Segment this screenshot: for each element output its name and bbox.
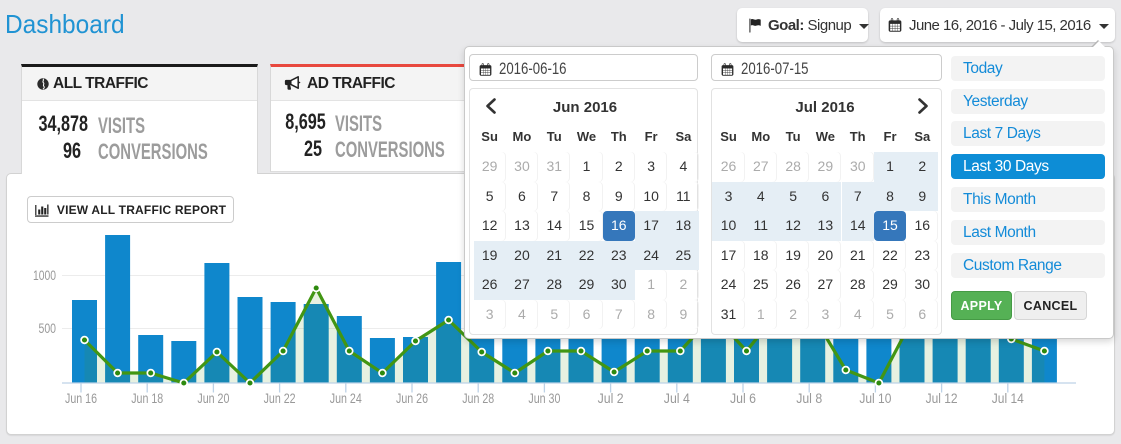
svg-text:Jun 20: Jun 20 [197, 390, 229, 406]
svg-text:Jun 24: Jun 24 [330, 390, 362, 406]
svg-text:Jul 4: Jul 4 [664, 390, 690, 406]
svg-text:Jul 14: Jul 14 [992, 390, 1024, 406]
svg-text:Jul 10: Jul 10 [859, 390, 891, 406]
svg-text:Jun 18: Jun 18 [131, 390, 163, 406]
svg-text:Jul 2: Jul 2 [598, 390, 624, 406]
svg-text:Jul 8: Jul 8 [796, 390, 822, 406]
svg-text:Jun 30: Jun 30 [528, 390, 560, 406]
svg-text:Jun 22: Jun 22 [264, 390, 296, 406]
svg-text:Jul 12: Jul 12 [926, 390, 958, 406]
svg-text:Jul 6: Jul 6 [730, 390, 756, 406]
svg-text:1000: 1000 [33, 267, 56, 283]
svg-text:500: 500 [39, 320, 57, 336]
svg-text:Jun 28: Jun 28 [462, 390, 494, 406]
svg-text:Jun 16: Jun 16 [65, 390, 97, 406]
svg-text:Jun 26: Jun 26 [396, 390, 428, 406]
